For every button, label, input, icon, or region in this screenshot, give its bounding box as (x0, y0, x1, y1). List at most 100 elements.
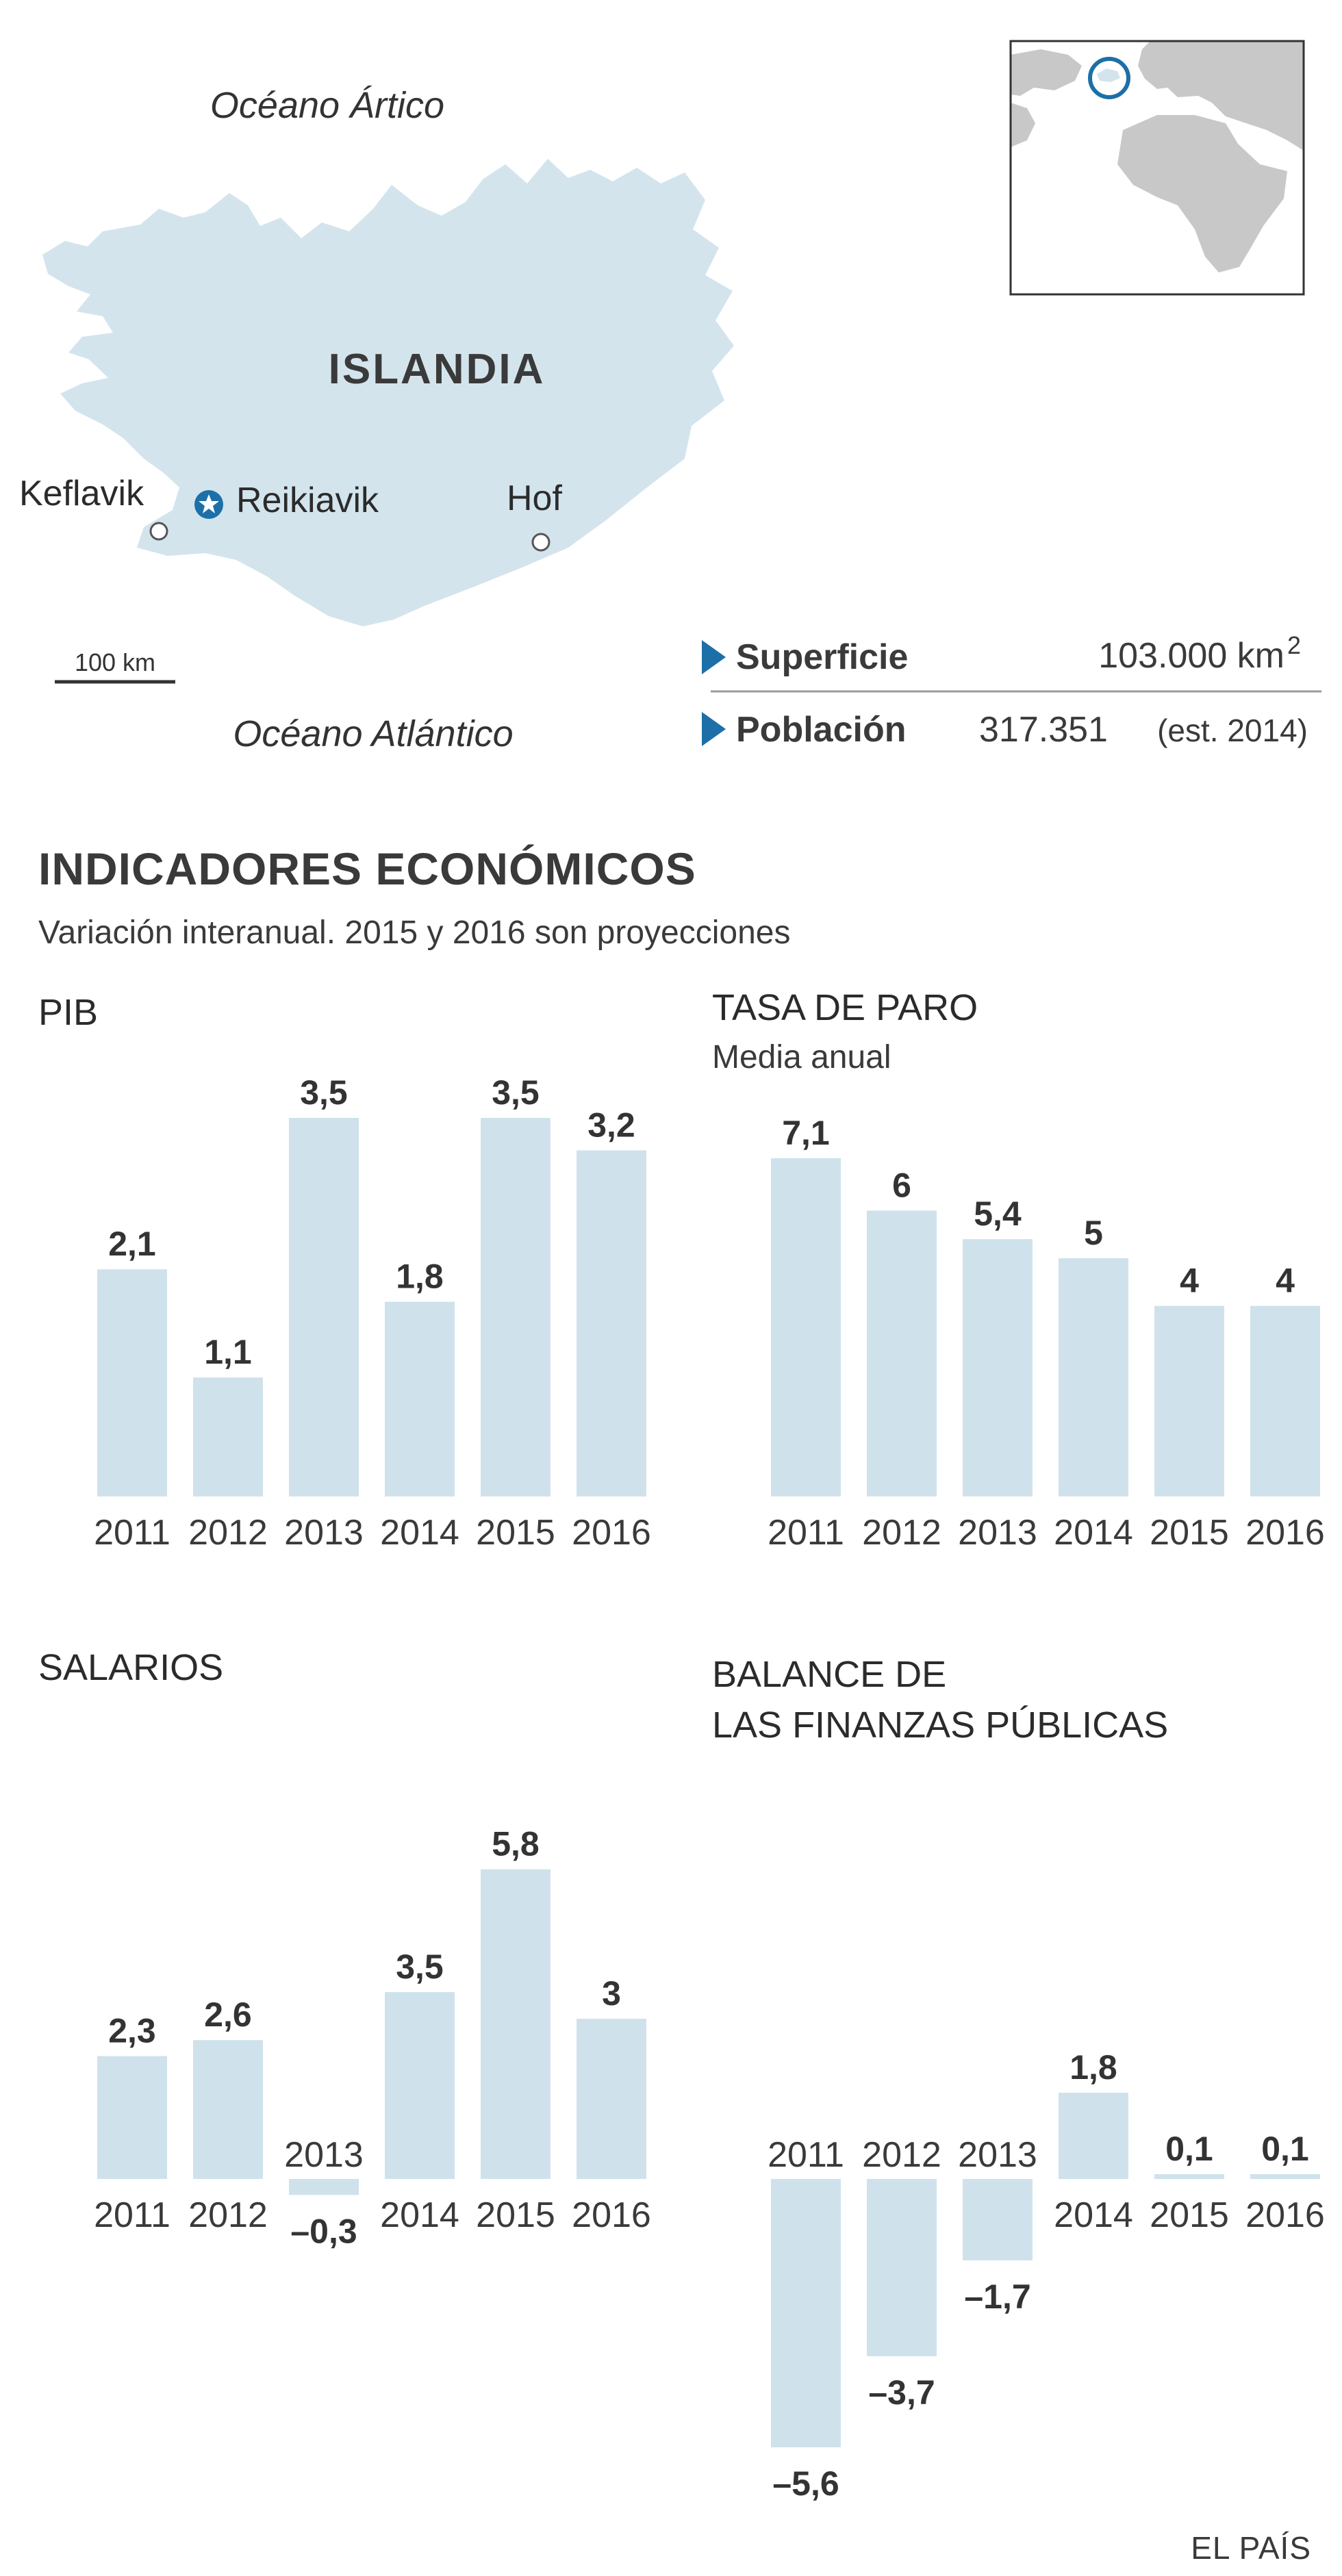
data-label-2012: 2,6 (204, 1995, 252, 2034)
fact-area-value: 103.000 km (1098, 636, 1284, 676)
fact-area-label: Superficie (736, 637, 908, 677)
city-dot-keflavik-icon (149, 522, 168, 541)
data-label-2011: 2,1 (108, 1225, 156, 1263)
fact-area-unit-sup: 2 (1287, 631, 1301, 659)
data-label-2015: 5,8 (492, 1825, 540, 1863)
fact-population-label: Población (736, 710, 906, 750)
city-label-hof: Hof (507, 479, 562, 518)
bar-2014 (1059, 2093, 1128, 2179)
ocean-label-north: Océano Ártico (210, 85, 444, 126)
bar-2012 (867, 2179, 937, 2356)
bar-2012 (867, 1210, 937, 1496)
data-label-2013: 3,5 (300, 1073, 348, 1112)
greenland-shape (1011, 49, 1082, 96)
section-title: INDICADORES ECONÓMICOS (38, 843, 696, 894)
data-label-2015: 0,1 (1165, 2130, 1213, 2168)
chart-paro-title: TASA DE PARO (712, 987, 978, 1028)
data-label-2016: 0,1 (1261, 2130, 1309, 2168)
scale-label: 100 km (75, 648, 155, 676)
section-subtitle: Variación interanual. 2015 y 2016 son pr… (38, 915, 791, 951)
data-label-2011: 7,1 (782, 1114, 830, 1152)
bar-2012 (193, 2040, 263, 2179)
data-label-2012: –3,7 (868, 2373, 935, 2412)
tick-label-2011: 2011 (94, 2195, 170, 2235)
tick-label-2012: 2012 (862, 1513, 941, 1553)
data-label-2012: 6 (892, 1166, 911, 1204)
data-label-2016: 3,2 (587, 1106, 635, 1144)
tick-label-2014: 2014 (380, 1513, 459, 1553)
country-label: ISLANDIA (329, 346, 546, 393)
tick-label-2013: 2013 (284, 1513, 364, 1553)
city-label-reikiavik: Reikiavik (236, 481, 379, 520)
data-label-2011: –5,6 (772, 2464, 839, 2503)
chart-salarios: 2,3 2011 2,6 2012 –0,3 2013 3,5 2014 5,8 2015 3 201… (94, 1825, 651, 2251)
data-label-2011: 2,3 (108, 2012, 156, 2050)
tick-label-2016: 2016 (572, 1513, 651, 1553)
data-label-2014: 5 (1084, 1214, 1103, 1252)
tick-label-2015: 2015 (1150, 2195, 1229, 2235)
africa-shape (1117, 115, 1287, 272)
chart-balance-title-line1: BALANCE DE (712, 1654, 946, 1695)
chart-pib: 2,1 2011 1,1 2012 3,5 2013 1,8 2014 3,5 2015 3,2 20… (94, 1073, 651, 1553)
fact-population: Población 317.351 (est. 2014) (702, 710, 1308, 750)
fact-population-note: (est. 2014) (1157, 713, 1308, 748)
data-label-2014: 3,5 (396, 1948, 444, 1986)
bar-2011 (771, 2179, 841, 2447)
city-dot-hof-icon (531, 533, 550, 552)
tick-label-2011: 2011 (768, 1513, 844, 1553)
tick-label-2016: 2016 (1245, 1513, 1325, 1553)
data-label-2015: 4 (1180, 1262, 1199, 1300)
bar-2011 (97, 1269, 167, 1496)
europe-asia-shape (1138, 41, 1304, 151)
data-label-2014: 1,8 (1069, 2048, 1117, 2087)
chart-paro-subtitle: Media anual (712, 1039, 891, 1075)
bar-2016 (1250, 1305, 1320, 1496)
bar-2016 (577, 2019, 646, 2179)
bar-2015 (1154, 1305, 1224, 1496)
tick-label-2012: 2012 (862, 2135, 941, 2175)
bar-2011 (771, 1158, 841, 1496)
bar-2013 (963, 1239, 1033, 1496)
tick-label-2013: 2013 (958, 2135, 1037, 2175)
bar-2012 (193, 1377, 263, 1496)
tick-label-2014: 2014 (1054, 1513, 1133, 1553)
city-label-keflavik: Keflavik (19, 474, 144, 513)
chart-salarios-title: SALARIOS (38, 1647, 223, 1688)
tick-label-2013: 2013 (958, 1513, 1037, 1553)
bar-2016 (1250, 2174, 1320, 2179)
bar-2015 (481, 1118, 550, 1496)
credit-label: EL PAÍS (1191, 2530, 1311, 2566)
bar-2013 (963, 2179, 1033, 2260)
tick-label-2011: 2011 (768, 2135, 844, 2175)
tick-label-2014: 2014 (380, 2195, 459, 2235)
bar-2015 (1154, 2174, 1224, 2179)
bar-2015 (481, 1869, 550, 2179)
bar-2011 (97, 2056, 167, 2179)
data-label-2014: 1,8 (396, 1258, 444, 1296)
chart-balance: –5,6 2011 –3,7 2012 –1,7 2013 1,8 2014 0,1 2015 0,… (768, 2048, 1325, 2503)
chart-balance-title-line2: LAS FINANZAS PÚBLICAS (712, 1705, 1168, 1746)
data-label-2015: 3,5 (492, 1073, 540, 1112)
americas-shape (1011, 103, 1035, 147)
tick-label-2012: 2012 (188, 1513, 268, 1553)
data-label-2012: 1,1 (204, 1333, 252, 1371)
data-label-2013: –0,3 (290, 2212, 357, 2250)
scale-bar: 100 km (55, 648, 175, 684)
fact-area: Superficie 103.000 km 2 (702, 631, 1301, 677)
tick-label-2011: 2011 (94, 1513, 170, 1553)
locator-inset-map (1009, 40, 1305, 296)
ocean-label-south: Océano Atlántico (233, 713, 513, 754)
bar-2014 (385, 1301, 455, 1496)
fact-population-value: 317.351 (979, 710, 1108, 750)
data-label-2013: 5,4 (974, 1195, 1022, 1233)
tick-label-2012: 2012 (188, 2195, 268, 2235)
data-label-2013: –1,7 (964, 2278, 1030, 2316)
inset-frame (1009, 40, 1305, 296)
bar-2014 (1059, 1258, 1128, 1496)
bar-2013 (289, 1118, 359, 1496)
data-label-2016: 4 (1276, 1262, 1295, 1300)
data-label-2016: 3 (602, 1974, 621, 2013)
bar-2014 (385, 1992, 455, 2179)
tick-label-2013: 2013 (284, 2135, 364, 2175)
